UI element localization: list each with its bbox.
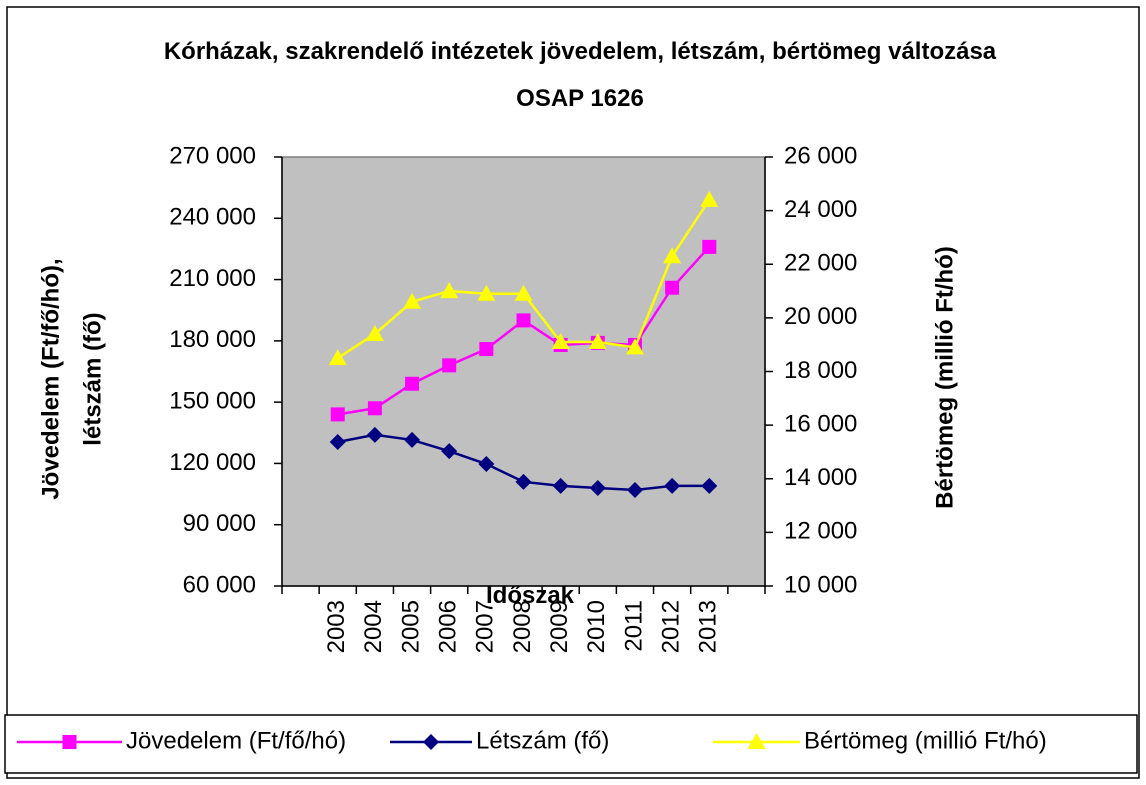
x-tick-label: 2013 [695, 600, 722, 653]
legend-box [4, 714, 1138, 774]
marker [328, 349, 347, 366]
marker [329, 433, 346, 450]
x-tick-label: 2009 [546, 600, 573, 653]
marker [441, 443, 458, 460]
x-axis-title: Időszak [485, 582, 575, 609]
marker [589, 479, 606, 496]
y2-tick-label: 24 000 [784, 196, 857, 223]
x-tick-label: 2010 [583, 600, 610, 653]
x-tick-label: 2007 [472, 600, 499, 653]
marker [747, 733, 766, 749]
x-tick-label: 2011 [620, 600, 647, 652]
x-tick-label: 2003 [323, 600, 350, 653]
y2-tick-label: 22 000 [784, 250, 857, 277]
y2-tick-label: 10 000 [784, 571, 857, 598]
y-tick-label: 120 000 [169, 449, 256, 476]
y2-axis-title: Bértömeg (millió Ft/hó) [931, 246, 959, 509]
y-tick-label: 150 000 [169, 387, 256, 414]
chart-title: Kórházak, szakrendelő intézetek jövedele… [163, 38, 997, 112]
marker [330, 407, 345, 422]
marker [423, 734, 439, 750]
marker [700, 190, 719, 207]
marker [516, 313, 531, 328]
y-tick-label: 210 000 [169, 265, 256, 292]
y-tick-label: 60 000 [183, 571, 256, 598]
marker [702, 239, 717, 254]
marker [405, 376, 420, 391]
marker [477, 284, 496, 301]
marker [479, 342, 494, 357]
y-tick-label: 180 000 [169, 326, 256, 353]
marker [367, 401, 382, 416]
marker [701, 477, 718, 494]
marker [665, 280, 680, 295]
marker [626, 481, 643, 498]
y2-tick-label: 12 000 [784, 518, 857, 545]
y2-tick-label: 18 000 [784, 357, 857, 384]
marker [551, 333, 570, 350]
y2-tick-label: 20 000 [784, 303, 857, 330]
legend-label: Jövedelem (Ft/fő/hó) [126, 727, 346, 754]
y2-tick-label: 14 000 [784, 464, 857, 491]
x-tick-label: 2004 [360, 600, 387, 653]
plot-area [281, 156, 766, 587]
marker [404, 431, 421, 448]
marker [515, 473, 532, 490]
marker [440, 282, 459, 299]
x-tick-label: 2005 [397, 600, 424, 653]
marker [625, 338, 644, 355]
legend-label: Létszám (fő) [476, 727, 609, 754]
x-tick-label: 2006 [435, 600, 462, 653]
y2-tick-label: 26 000 [784, 142, 857, 169]
marker [366, 426, 383, 443]
marker [62, 735, 77, 749]
x-tick-label: 2012 [657, 600, 684, 653]
marker [403, 292, 422, 309]
marker [664, 477, 681, 494]
marker [365, 324, 384, 341]
y-axis-title: Jövedelem (Ft/fő/hó), létszám (fő) [37, 258, 107, 500]
marker [588, 333, 607, 350]
y-tick-label: 270 000 [169, 142, 256, 169]
marker [663, 247, 682, 264]
marker [514, 284, 533, 301]
marker [442, 358, 457, 373]
y-tick-label: 240 000 [169, 204, 256, 231]
chart-border [6, 6, 1140, 779]
marker [552, 477, 569, 494]
x-tick-label: 2008 [509, 600, 536, 653]
legend-label: Bértömeg (millió Ft/hó) [804, 727, 1047, 754]
y-tick-label: 90 000 [183, 510, 256, 537]
marker [478, 456, 495, 473]
y2-tick-label: 16 000 [784, 410, 857, 437]
